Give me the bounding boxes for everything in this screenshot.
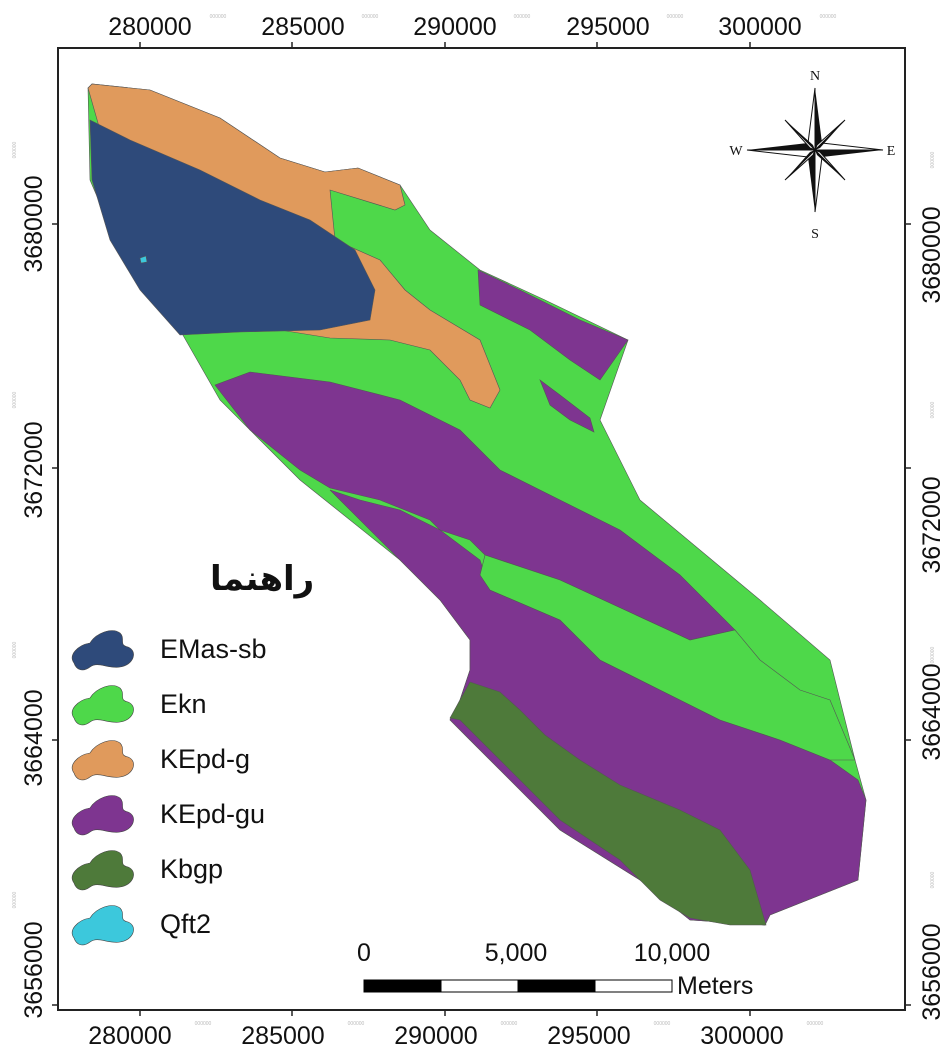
minor-tick-label: 000000 [930,646,936,663]
x-tick-label: 280000 [88,1022,171,1050]
x-axis-bottom: 280000 285000 290000 295000 300000 00000… [88,1021,823,1050]
x-tick-label: 290000 [394,1022,477,1050]
unit-kbgp-polygon [449,681,767,926]
compass-south-label: S [811,227,819,242]
x-tick-label: 300000 [718,13,801,41]
scale-label: 10,000 [634,939,710,967]
scale-label: 0 [357,939,371,967]
legend-label: KEpd-g [160,744,250,774]
compass-west-label: W [729,144,743,159]
compass-north-label: N [810,69,820,84]
minor-tick-label: 000000 [501,1021,518,1027]
legend-title: راهنما [210,559,314,599]
x-tick-label: 295000 [547,1022,630,1050]
minor-tick-label: 000000 [654,1021,671,1027]
y-axis-right: 3680000 3672000 3664000 3656000 000000 0… [918,151,946,1020]
legend-item: KEpd-g [71,740,250,781]
minor-tick-label: 000000 [12,141,18,158]
minor-tick-label: 000000 [930,151,936,168]
minor-tick-label: 000000 [195,1021,212,1027]
legend-swatch-icon [71,905,134,946]
minor-tick-label: 000000 [514,14,531,20]
y-tick-label: 3664000 [20,689,48,786]
x-tick-label: 300000 [700,1022,783,1050]
minor-tick-label: 000000 [820,14,837,20]
unit-kepd-gu-polygon [477,269,629,381]
minor-tick-label: 000000 [362,14,379,20]
minor-tick-label: 000000 [807,1021,824,1027]
y-tick-label: 3664000 [918,663,946,760]
x-tick-label: 295000 [566,13,649,41]
scale-unit-label: Meters [677,972,753,1000]
unit-qft2-polygon [139,255,148,264]
minor-tick-label: 000000 [12,391,18,408]
y-tick-label: 3672000 [918,476,946,573]
legend-label: Qft2 [160,909,211,939]
legend-label: EMas-sb [160,634,267,664]
compass-rose-icon: N S E W [729,69,895,242]
legend-label: KEpd-gu [160,799,265,829]
y-tick-label: 3680000 [20,175,48,272]
minor-tick-label: 000000 [930,871,936,888]
legend-swatch-icon [71,795,134,836]
minor-tick-label: 000000 [667,14,684,20]
x-tick-label: 290000 [413,13,496,41]
y-tick-label: 3680000 [918,206,946,303]
minor-tick-label: 000000 [210,14,227,20]
legend-item: EMas-sb [71,630,267,671]
minor-tick-label: 000000 [348,1021,365,1027]
unit-emas-sb-polygon [89,119,376,336]
y-tick-label: 3656000 [918,923,946,1020]
unit-ekn-polygon [479,554,856,761]
scale-bar: 0 5,000 10,000 Meters [357,939,753,1000]
legend-swatch-icon [71,685,134,726]
unit-kepd-gu-polygon [539,379,595,433]
y-tick-label: 3656000 [20,921,48,1018]
legend-swatch-icon [71,740,134,781]
scale-label: 5,000 [485,939,548,967]
minor-tick-label: 000000 [12,641,18,658]
legend-swatch-icon [71,850,134,891]
x-axis-top: 280000 285000 290000 295000 300000 00000… [108,13,836,41]
x-tick-label: 285000 [241,1022,324,1050]
minor-tick-label: 000000 [12,891,18,908]
legend-label: Kbgp [160,854,223,884]
legend-item: Ekn [71,685,207,726]
compass-east-label: E [887,144,896,159]
legend-label: Ekn [160,689,207,719]
x-tick-label: 285000 [261,13,344,41]
minor-tick-label: 000000 [930,401,936,418]
legend-item: Kbgp [71,850,223,891]
y-tick-label: 3672000 [20,421,48,518]
x-tick-label: 280000 [108,13,191,41]
legend-item: Qft2 [71,905,211,946]
legend-item: KEpd-gu [71,795,265,836]
legend-swatch-icon [71,630,134,671]
legend: راهنما EMas-sb Ekn KEpd-g KEpd-gu Kbgp Q… [71,559,314,946]
y-axis-left: 3680000 3672000 3664000 3656000 000000 0… [12,141,48,1018]
geology-polygons [87,83,867,926]
tick-marks [52,42,911,1016]
